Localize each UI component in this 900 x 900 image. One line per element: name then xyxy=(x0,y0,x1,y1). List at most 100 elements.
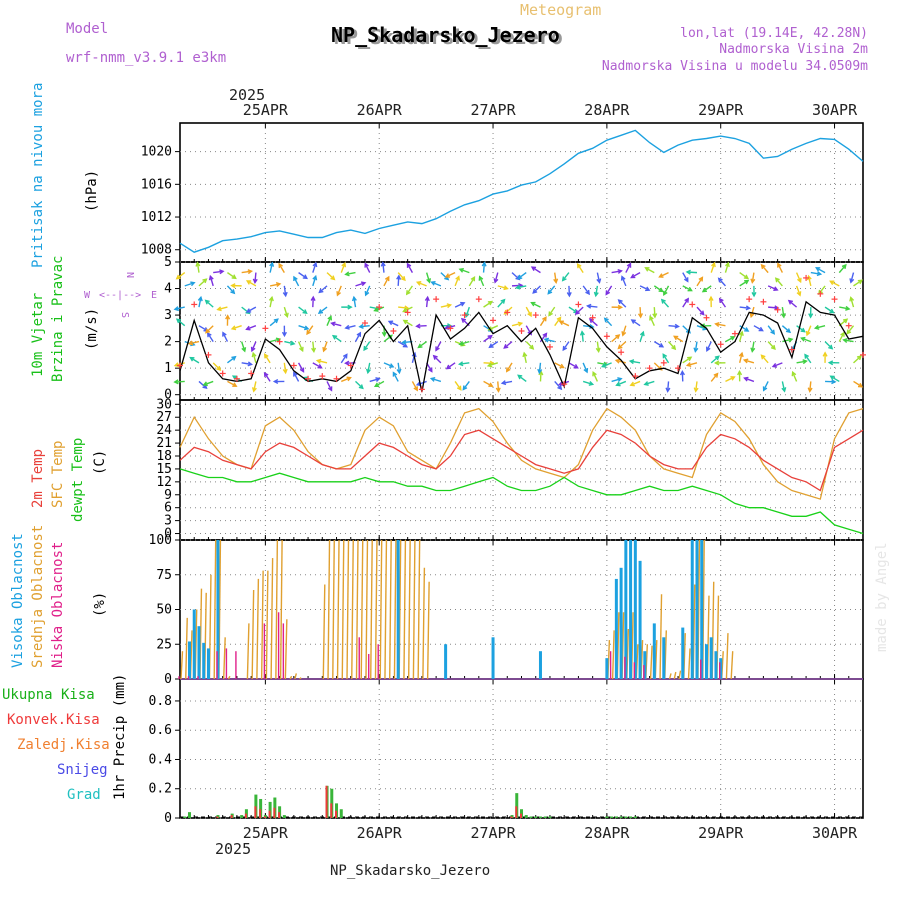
temp-title-dew: dewpt Temp xyxy=(70,438,86,522)
wind-arrow-head xyxy=(283,312,289,319)
wind-arrow-head xyxy=(620,275,626,281)
cloud-mid-bar xyxy=(322,584,326,680)
cloud-mid-bar xyxy=(730,651,734,680)
y-tick-label: 0.4 xyxy=(149,752,173,767)
cloud-mid-bar xyxy=(417,539,421,680)
wind-arrow-head xyxy=(713,360,720,366)
wind-arrow-head xyxy=(583,368,589,374)
wind-arrow xyxy=(382,262,385,273)
wind-arrow xyxy=(298,306,307,314)
wind-arrow-head xyxy=(514,284,521,290)
wind-arrow-head xyxy=(749,312,755,319)
wind-arrow xyxy=(489,341,499,348)
wind-arrow-head xyxy=(351,295,357,302)
wind-arrow-head xyxy=(358,323,364,329)
wind-arrow xyxy=(367,362,371,373)
wind-arrow xyxy=(796,360,807,364)
wind-arrow-head xyxy=(787,299,793,305)
wind-arrow-head xyxy=(245,308,252,313)
wind-arrow xyxy=(240,341,246,352)
wind-arrow-head xyxy=(481,261,487,267)
wind-arrow-head xyxy=(363,345,369,352)
wind-arrow xyxy=(440,304,451,308)
cloud-mid-bar xyxy=(260,570,264,680)
wind-arrow xyxy=(416,324,427,327)
precip-total-bar xyxy=(629,816,633,818)
wind-arrow-head xyxy=(548,311,553,317)
precip-total-bar xyxy=(268,801,272,818)
wind-arrow-head xyxy=(487,326,493,331)
wind-arrow-head xyxy=(617,268,623,274)
wind-arrow-head xyxy=(273,318,279,324)
wind-arrow xyxy=(425,297,429,308)
cloud-mid-bar xyxy=(412,539,416,680)
wind-arrow xyxy=(539,316,547,327)
precip-total-bar xyxy=(605,816,609,818)
cloud-mid-bar xyxy=(346,539,350,680)
wind-arrow-head xyxy=(446,303,453,309)
cloud-mid-bar xyxy=(360,539,364,680)
cloud-high-bar xyxy=(197,626,201,679)
wind-arrow xyxy=(781,307,785,318)
wind-arrow xyxy=(345,325,356,329)
wind-arrow xyxy=(363,341,371,351)
wind-arrow-head xyxy=(216,306,222,312)
wind-arrow-head xyxy=(358,384,364,390)
wind-arrow xyxy=(397,275,400,286)
precip-legend-hail: Grad xyxy=(67,787,101,803)
wind-arrow xyxy=(751,272,755,283)
wind-arrow xyxy=(227,380,237,387)
wind-arrow xyxy=(397,341,408,348)
wind-arrow-head xyxy=(573,364,579,369)
station-title: NP_Skadarsko_Jezero xyxy=(334,25,563,49)
wind-arrow-head xyxy=(342,353,348,359)
wind-arrow xyxy=(336,285,342,296)
wind-arrow-head xyxy=(660,298,666,304)
cloud-mid-bar xyxy=(289,675,293,680)
wind-arrow-head xyxy=(302,309,308,315)
wind-arrow-head xyxy=(846,329,852,335)
wind-arrow xyxy=(331,322,342,327)
wind-arrow xyxy=(554,362,564,369)
wind-arrow-head xyxy=(845,305,851,311)
wind-arrow-head xyxy=(269,261,275,267)
wind-arrow xyxy=(631,319,641,327)
wind-arrow xyxy=(433,355,442,364)
wind-arrow-head xyxy=(206,331,212,338)
bottom-date-label: 26APR xyxy=(357,824,403,842)
wind-arrow-head xyxy=(247,269,254,275)
wind-arrow xyxy=(682,356,692,364)
precip-total-bar xyxy=(529,816,533,818)
wind-arrow-head xyxy=(542,316,547,322)
wind-arrow-head xyxy=(527,311,532,318)
wind-arrow xyxy=(843,339,854,343)
wind-arrow xyxy=(768,306,779,309)
wind-arrow xyxy=(659,271,669,278)
wind-arrow xyxy=(198,325,208,332)
wind-arrow-head xyxy=(318,288,324,294)
wind-arrow-head xyxy=(615,334,621,340)
footer-station: NP_Skadarsko_Jezero xyxy=(330,863,490,879)
wind-arrow xyxy=(615,359,627,364)
wind-arrow xyxy=(739,306,750,309)
wind-arrow-head xyxy=(744,279,750,285)
cloud-high-bar xyxy=(714,651,718,679)
cloud-mid-bar xyxy=(355,539,359,680)
wind-arrow xyxy=(830,375,840,383)
y-tick-label: 0.2 xyxy=(149,782,172,797)
wind-arrow-head xyxy=(586,303,592,309)
wind-arrow-head xyxy=(566,291,572,298)
wind-arrow-head xyxy=(290,340,296,346)
top-date-label: 28APR xyxy=(584,101,630,119)
y-tick-label: 3 xyxy=(164,308,172,323)
wind-arrow-head xyxy=(488,343,494,349)
wind-arrow xyxy=(645,267,655,274)
wind-arrow xyxy=(293,372,300,382)
wind-arrow xyxy=(406,263,414,273)
model-altitude-label: Nadmorska Visina u modelu 34.0509m xyxy=(602,59,868,74)
wind-arrow xyxy=(761,264,769,274)
wind-arrow xyxy=(531,266,541,274)
wind-arrow xyxy=(318,306,328,314)
wind-arrow xyxy=(562,341,570,351)
wind-arrow-head xyxy=(251,387,257,393)
